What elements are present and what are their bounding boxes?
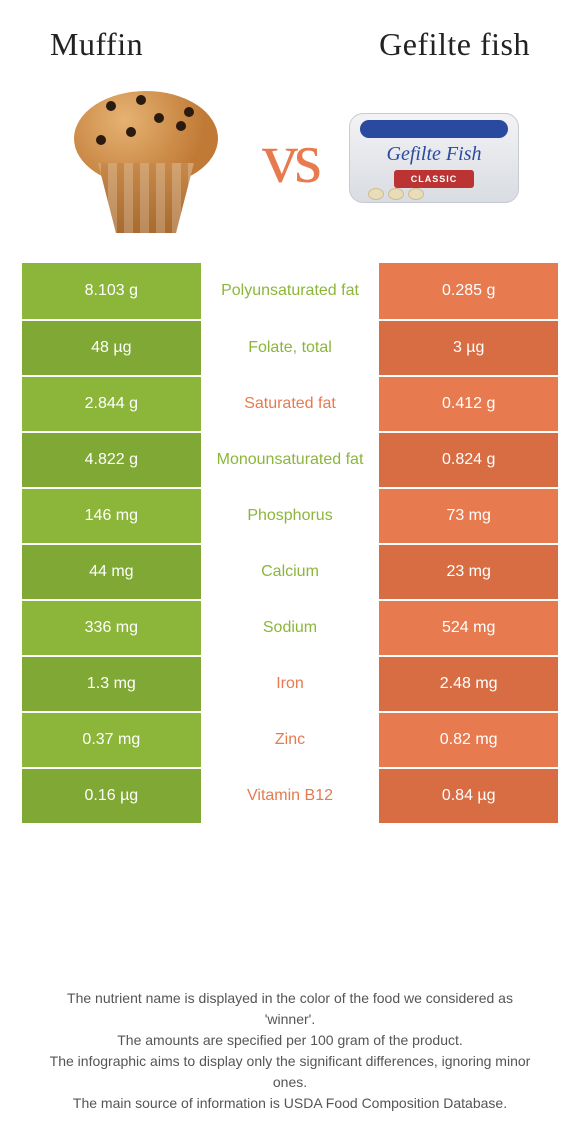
vs-label: vs — [262, 117, 318, 200]
table-row: 48 µgFolate, total3 µg — [22, 319, 558, 375]
left-value-cell: 0.37 mg — [22, 713, 201, 767]
left-value-cell: 8.103 g — [22, 263, 201, 319]
nutrient-name-cell: Sodium — [201, 601, 380, 655]
comparison-table: 8.103 gPolyunsaturated fat0.285 g48 µgFo… — [0, 263, 580, 823]
footer-line: The nutrient name is displayed in the co… — [40, 988, 540, 1030]
table-row: 336 mgSodium524 mg — [22, 599, 558, 655]
table-row: 0.37 mgZinc0.82 mg — [22, 711, 558, 767]
right-value-cell: 23 mg — [379, 545, 558, 599]
nutrient-name-cell: Vitamin B12 — [201, 769, 380, 823]
table-row: 8.103 gPolyunsaturated fat0.285 g — [22, 263, 558, 319]
package-tag: CLASSIC — [394, 170, 474, 188]
table-row: 4.822 gMonounsaturated fat0.824 g — [22, 431, 558, 487]
right-value-cell: 3 µg — [379, 321, 558, 375]
right-food-title: Gefilte fish — [379, 26, 530, 63]
right-value-cell: 0.412 g — [379, 377, 558, 431]
right-value-cell: 73 mg — [379, 489, 558, 543]
right-value-cell: 0.824 g — [379, 433, 558, 487]
table-row: 0.16 µgVitamin B120.84 µg — [22, 767, 558, 823]
left-value-cell: 2.844 g — [22, 377, 201, 431]
nutrient-name-cell: Saturated fat — [201, 377, 380, 431]
muffin-icon — [66, 83, 226, 233]
table-row: 146 mgPhosphorus73 mg — [22, 487, 558, 543]
nutrient-name-cell: Phosphorus — [201, 489, 380, 543]
nutrient-name-cell: Monounsaturated fat — [201, 433, 380, 487]
right-value-cell: 0.285 g — [379, 263, 558, 319]
table-row: 44 mgCalcium23 mg — [22, 543, 558, 599]
nutrient-name-cell: Zinc — [201, 713, 380, 767]
left-value-cell: 146 mg — [22, 489, 201, 543]
right-value-cell: 524 mg — [379, 601, 558, 655]
left-value-cell: 44 mg — [22, 545, 201, 599]
left-value-cell: 1.3 mg — [22, 657, 201, 711]
nutrient-name-cell: Polyunsaturated fat — [201, 263, 380, 319]
gefilte-fish-icon: Gefilte Fish CLASSIC — [349, 113, 519, 203]
footer-line: The amounts are specified per 100 gram o… — [40, 1030, 540, 1051]
footer-line: The infographic aims to display only the… — [40, 1051, 540, 1093]
footer-notes: The nutrient name is displayed in the co… — [0, 988, 580, 1114]
left-value-cell: 4.822 g — [22, 433, 201, 487]
nutrient-name-cell: Iron — [201, 657, 380, 711]
left-food-image — [30, 83, 262, 233]
footer-line: The main source of information is USDA F… — [40, 1093, 540, 1114]
right-value-cell: 2.48 mg — [379, 657, 558, 711]
nutrient-name-cell: Folate, total — [201, 321, 380, 375]
nutrient-name-cell: Calcium — [201, 545, 380, 599]
table-row: 2.844 gSaturated fat0.412 g — [22, 375, 558, 431]
left-value-cell: 336 mg — [22, 601, 201, 655]
left-food-title: Muffin — [50, 26, 143, 63]
left-value-cell: 0.16 µg — [22, 769, 201, 823]
right-value-cell: 0.82 mg — [379, 713, 558, 767]
left-value-cell: 48 µg — [22, 321, 201, 375]
right-food-image: Gefilte Fish CLASSIC — [318, 113, 550, 203]
table-row: 1.3 mgIron2.48 mg — [22, 655, 558, 711]
right-value-cell: 0.84 µg — [379, 769, 558, 823]
header-titles: Muffin Gefilte fish — [0, 0, 580, 63]
package-label: Gefilte Fish — [360, 144, 508, 164]
hero-row: vs Gefilte Fish CLASSIC — [0, 63, 580, 263]
